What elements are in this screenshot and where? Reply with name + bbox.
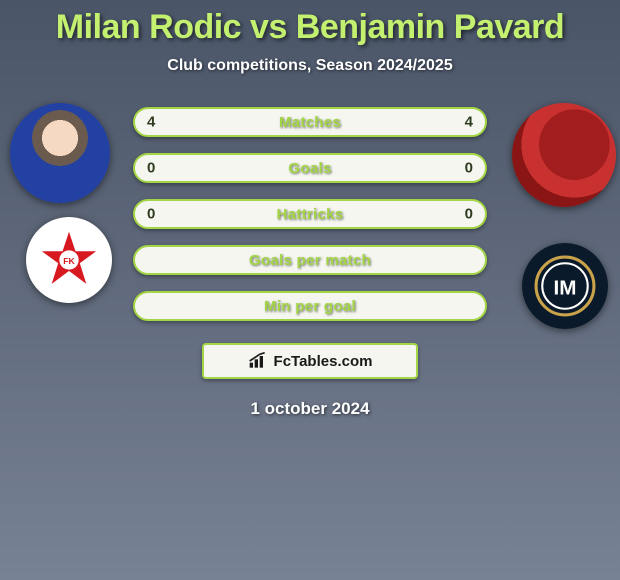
- page-title: Milan Rodic vs Benjamin Pavard: [10, 8, 610, 47]
- club-right-badge: IM: [522, 243, 608, 329]
- stat-row-goals-per-match: Goals per match: [133, 245, 487, 275]
- player-left-avatar: [10, 103, 110, 203]
- header: Milan Rodic vs Benjamin Pavard Club comp…: [0, 0, 620, 75]
- stat-row-goals: 0 Goals 0: [133, 153, 487, 183]
- brand-text: FcTables.com: [274, 353, 373, 370]
- stat-label: Matches: [279, 114, 341, 131]
- player-right-avatar: [512, 103, 616, 207]
- stat-right-value: 4: [465, 114, 473, 131]
- club-left-badge: FK: [26, 217, 112, 303]
- page-subtitle: Club competitions, Season 2024/2025: [10, 57, 610, 75]
- brand-link[interactable]: FcTables.com: [202, 343, 418, 379]
- chart-icon: [248, 352, 268, 370]
- stat-label: Hattricks: [277, 206, 344, 223]
- stat-label: Min per goal: [264, 298, 356, 315]
- stat-left-value: 0: [147, 160, 155, 177]
- stat-right-value: 0: [465, 206, 473, 223]
- stat-left-value: 4: [147, 114, 155, 131]
- stat-row-hattricks: 0 Hattricks 0: [133, 199, 487, 229]
- inter-icon: IM: [534, 255, 596, 317]
- stat-right-value: 0: [465, 160, 473, 177]
- stat-label: Goals per match: [249, 252, 371, 269]
- stat-row-matches: 4 Matches 4: [133, 107, 487, 137]
- svg-text:IM: IM: [554, 276, 577, 299]
- comparison-panel: FK IM 4 Matches 4 0 Goals 0 0 Hattricks …: [0, 107, 620, 419]
- crvena-zvezda-icon: FK: [40, 231, 98, 289]
- snapshot-date: 1 october 2024: [0, 399, 620, 419]
- stat-row-min-per-goal: Min per goal: [133, 291, 487, 321]
- stat-rows: 4 Matches 4 0 Goals 0 0 Hattricks 0 Goal…: [133, 107, 487, 321]
- svg-text:FK: FK: [63, 256, 75, 266]
- stat-left-value: 0: [147, 206, 155, 223]
- stat-label: Goals: [288, 160, 331, 177]
